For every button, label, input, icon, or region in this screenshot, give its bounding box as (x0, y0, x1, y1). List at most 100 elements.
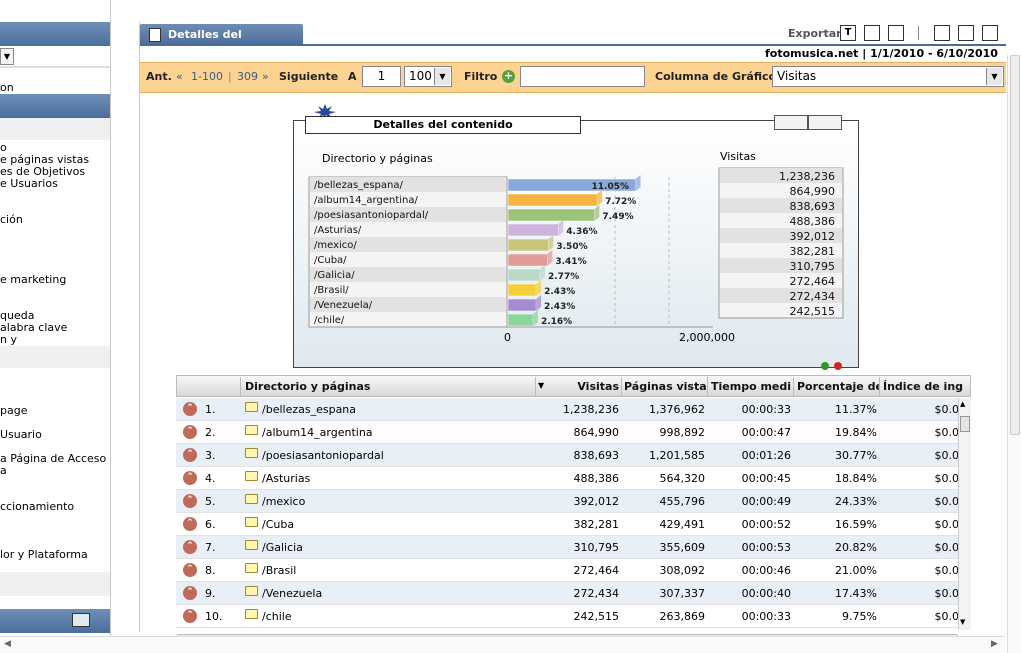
table-row[interactable]: ⌃ 7. /Galicia 310,795 355,609 00:00:53 20.82% $… (176, 536, 959, 559)
chart-column-value: Visitas (777, 69, 817, 83)
expand-row-icon[interactable]: ⌃ (183, 494, 197, 508)
table-row[interactable]: ⌃ 4. /Asturias 488,386 564,320 00:00:45 18.84%… (176, 467, 959, 490)
table-icon[interactable] (72, 613, 90, 627)
goto-label: A (348, 70, 357, 83)
category-label: /Venezuela/ (314, 300, 373, 311)
cell-avg-time: 00:00:40 (741, 587, 791, 600)
export-pdf-icon[interactable] (864, 25, 880, 41)
category-band (310, 267, 506, 282)
print-icon[interactable] (934, 25, 950, 41)
goto-page-input[interactable]: 1 (362, 66, 401, 87)
filter-input[interactable] (520, 66, 645, 87)
table-row[interactable]: ⌃ 6. /Cuba 382,281 429,491 00:00:52 16.59% $0.0 (176, 513, 959, 536)
scroll-thumb[interactable] (960, 416, 970, 432)
cell-page[interactable]: /Brasil (262, 564, 297, 577)
next-arrow-icon[interactable]: » (262, 70, 269, 83)
sidebar-item-users[interactable]: e Usuarios (0, 177, 58, 190)
sidebar-item-keyword[interactable]: alabra clave (0, 321, 68, 334)
bar-side (597, 190, 603, 206)
next-button[interactable]: Siguiente (279, 70, 339, 83)
table-row[interactable]: ⌃ 8. /Brasil 272,464 308,092 00:00:46 21.00% $0… (176, 559, 959, 582)
page-horizontal-scrollbar[interactable]: ◀ ▶ (0, 636, 1005, 653)
cell-page[interactable]: /Venezuela (262, 587, 323, 600)
sidebar-item-referral[interactable]: ccionamiento (0, 500, 75, 513)
sidebar-item-search[interactable]: queda (0, 309, 35, 322)
report-icon[interactable] (982, 25, 998, 41)
table-row[interactable]: ⌃ 10. /chile 242,515 263,869 00:00:33 9.75% $0.… (176, 605, 959, 628)
sidebar-item-platform[interactable]: lor y Plataforma (0, 548, 88, 561)
sidebar-item-landing-page[interactable]: a Página de Acceso (0, 452, 107, 465)
cell-percent: 16.59% (835, 518, 877, 531)
expand-row-icon[interactable]: ⌃ (183, 402, 197, 416)
sidebar-item-user[interactable]: Usuario (0, 428, 42, 441)
sidebar-item[interactable]: o (0, 141, 7, 154)
sidebar-item-cion[interactable]: ción (0, 213, 23, 226)
page-size-select[interactable]: 100 ▼ (404, 66, 452, 87)
col-sep (793, 377, 794, 396)
expand-row-icon[interactable]: ⌃ (183, 540, 197, 554)
cell-page[interactable]: /poesiasantoniopardal (262, 449, 384, 462)
sidebar-item-marketing[interactable]: e marketing (0, 273, 67, 286)
sort-desc-icon[interactable]: ▼ (538, 381, 545, 390)
page-scroll-thumb[interactable] (1010, 55, 1020, 435)
prev-arrow-icon[interactable]: « (176, 70, 183, 83)
cell-visits: 272,464 (573, 564, 620, 577)
chevron-down-icon[interactable]: ▼ (434, 68, 450, 85)
sidebar-item-goals[interactable]: es de Objetivos (0, 165, 86, 178)
sidebar-item-a[interactable]: a (0, 464, 7, 477)
cell-page[interactable]: /bellezas_espana (262, 403, 357, 416)
sidebar-item-page[interactable]: page (0, 404, 28, 417)
chevron-down-icon[interactable]: ▼ (986, 68, 1002, 85)
expand-row-icon[interactable]: ⌃ (183, 609, 197, 623)
table-row[interactable]: ⌃ 1. /bellezas_espana 1,238,236 1,376,962 00:… (176, 398, 959, 421)
add-filter-icon[interactable]: + (502, 69, 515, 83)
col-header-percent[interactable]: Porcentaje de (797, 380, 879, 393)
pie-chart-toggle[interactable] (774, 115, 808, 130)
cell-page[interactable]: /Cuba (262, 518, 295, 531)
sidebar-item-top[interactable]: on (0, 81, 14, 94)
tab-content-details[interactable]: Detalles del contenido (140, 24, 303, 63)
col-header-page[interactable]: Directorio y páginas (245, 380, 371, 393)
cell-percent: 11.37% (835, 403, 877, 416)
col-header-pageviews[interactable]: Páginas vistas (624, 380, 707, 393)
cell-avg-time: 00:00:33 (741, 610, 791, 623)
cell-page[interactable]: /mexico (262, 495, 306, 508)
expand-row-icon[interactable]: ⌃ (183, 517, 197, 531)
table-row[interactable]: ⌃ 9. /Venezuela 272,434 307,337 00:00:40 17.43… (176, 582, 959, 605)
email-icon[interactable] (958, 25, 974, 41)
cell-pageviews: 564,320 (659, 472, 706, 485)
col-header-visits[interactable]: Visitas (577, 380, 619, 393)
expand-row-icon[interactable]: ⌃ (183, 425, 197, 439)
bar-side (558, 220, 564, 236)
expand-row-icon[interactable]: ⌃ (183, 563, 197, 577)
export-text-icon[interactable]: T (840, 25, 856, 41)
page-vertical-scrollbar[interactable] (1007, 55, 1021, 653)
cell-page[interactable]: /chile (262, 610, 292, 623)
scroll-left-icon[interactable]: ◀ (4, 639, 11, 649)
sidebar-item-pageviews[interactable]: e páginas vistas (0, 153, 90, 166)
table-row[interactable]: ⌃ 5. /mexico 392,012 455,796 00:00:49 24.33% $0… (176, 490, 959, 513)
sidebar-dropdown-arrow[interactable]: ▼ (0, 48, 14, 65)
cell-page[interactable]: /album14_argentina (262, 426, 373, 439)
expand-row-icon[interactable]: ⌃ (183, 586, 197, 600)
col-header-avg-time[interactable]: Tiempo medio (711, 380, 791, 393)
export-excel-icon[interactable] (888, 25, 904, 41)
prev-button[interactable]: Ant. (146, 70, 172, 83)
cell-pageviews: 308,092 (659, 564, 706, 577)
category-label: /chile/ (314, 315, 345, 326)
scroll-right-icon[interactable]: ▶ (991, 639, 998, 649)
bar-chart-toggle[interactable] (808, 115, 842, 130)
expand-row-icon[interactable]: ⌃ (183, 448, 197, 462)
cell-page[interactable]: /Asturias (262, 472, 311, 485)
chart-column-select[interactable]: Visitas ▼ (772, 66, 1004, 87)
table-row[interactable]: ⌃ 3. /poesiasantoniopardal 838,693 1,201,585… (176, 444, 959, 467)
sidebar-item-and[interactable]: n y (0, 333, 17, 346)
table-row[interactable]: ⌃ 2. /album14_argentina 864,990 998,892 00:00… (176, 421, 959, 444)
table-vertical-scrollbar[interactable]: ▲ ▼ (958, 398, 971, 630)
cell-page[interactable]: /Galicia (262, 541, 303, 554)
scroll-down-icon[interactable]: ▼ (960, 618, 966, 626)
sidebar-footer-band (0, 609, 110, 633)
expand-row-icon[interactable]: ⌃ (183, 471, 197, 485)
scroll-up-icon[interactable]: ▲ (960, 400, 966, 408)
col-header-index[interactable]: Índice de ingr (883, 380, 963, 393)
